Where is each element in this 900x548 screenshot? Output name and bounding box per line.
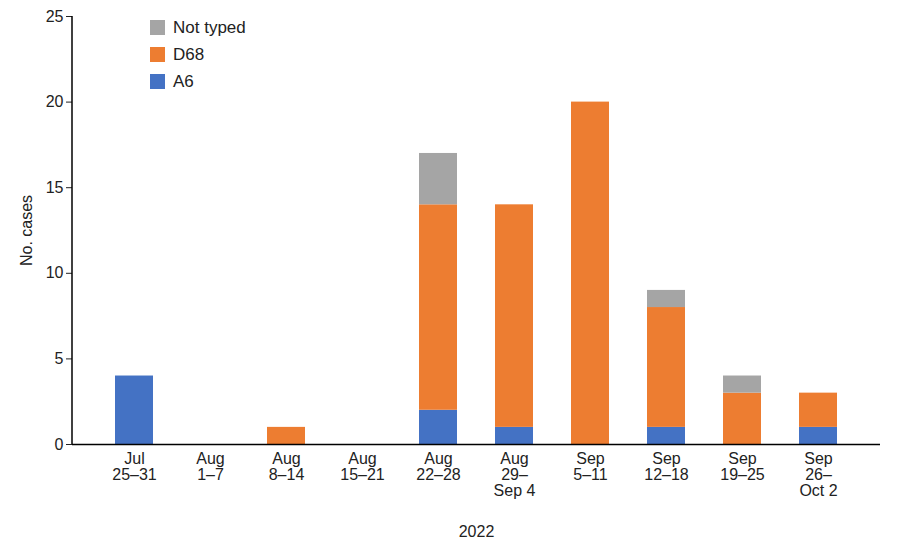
svg-text:Aug29–Sep 4: Aug29–Sep 4	[494, 450, 536, 499]
svg-text:Sep5–11: Sep5–11	[573, 450, 608, 483]
svg-text:Sep12–18: Sep12–18	[644, 450, 689, 483]
svg-text:Aug1–7: Aug1–7	[196, 450, 224, 483]
svg-text:Jul25–31: Jul25–31	[112, 450, 157, 483]
svg-text:No. cases: No. cases	[18, 195, 35, 266]
svg-text:0: 0	[55, 436, 64, 453]
svg-text:Aug22–28: Aug22–28	[416, 450, 461, 483]
svg-text:Aug15–21: Aug15–21	[340, 450, 385, 483]
svg-text:10: 10	[46, 264, 64, 281]
svg-text:25: 25	[46, 8, 64, 25]
html-text:A6: A6	[173, 71, 194, 91]
svg-text:5: 5	[55, 350, 64, 367]
svg-text:2022: 2022	[459, 523, 495, 540]
svg-text:15: 15	[46, 179, 64, 196]
svg-text:20: 20	[46, 93, 64, 110]
svg-text:Sep26–Oct 2: Sep26–Oct 2	[799, 450, 837, 499]
svg-text:Sep19–25: Sep19–25	[720, 450, 765, 483]
svg-text:Aug8–14: Aug8–14	[269, 450, 305, 483]
html-text:Not typed: Not typed	[173, 17, 246, 37]
html-text:D68: D68	[173, 44, 205, 64]
